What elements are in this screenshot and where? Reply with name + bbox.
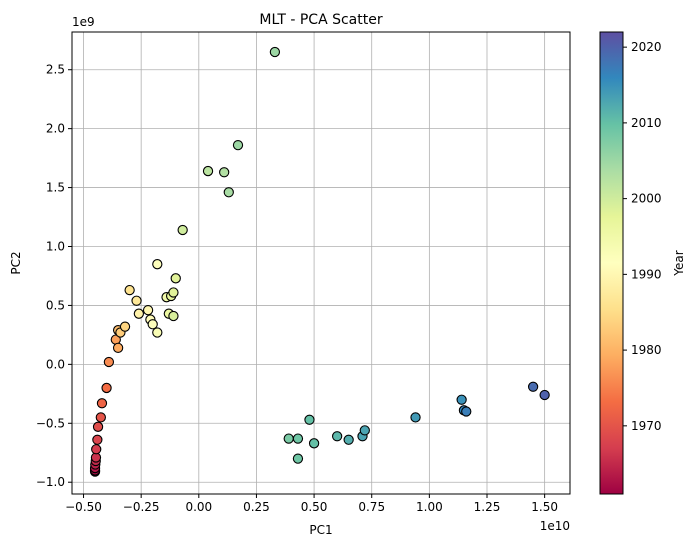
scatter-point (461, 406, 472, 417)
y-axis-offset-label: 1e9 (72, 15, 95, 29)
y-tick-label: −1.0 (36, 475, 65, 489)
scatter-point (112, 342, 124, 354)
y-tick-label: 0.0 (46, 357, 65, 371)
scatter-point (343, 434, 354, 445)
scatter-point (92, 434, 103, 445)
scatter-point (170, 273, 181, 284)
colorbar-label: Year (672, 250, 686, 276)
x-tick-label: −0.25 (123, 500, 160, 514)
colorbar-ticks: 1970 1980 1990 2000 2010 2020 (623, 40, 662, 433)
scatter-point (168, 310, 179, 322)
scatter-point (152, 259, 163, 270)
y-tick-label: 2.5 (46, 63, 65, 77)
scatter-point (331, 431, 343, 442)
scatter-point (152, 327, 163, 338)
scatter-point (359, 425, 370, 436)
x-tick-label: 0.50 (301, 500, 328, 514)
scatter-point (91, 444, 102, 455)
scatter-point (124, 284, 135, 296)
grid-lines (72, 32, 570, 494)
scatter-point (410, 412, 421, 423)
y-axis-ticks: −1.0 −0.5 0.0 0.5 1.0 1.5 2.0 2.5 (36, 63, 72, 489)
x-tick-label: −0.50 (65, 500, 102, 514)
scatter-point (103, 356, 115, 368)
y-axis-label: PC2 (9, 251, 23, 274)
scatter-point (202, 165, 214, 177)
x-tick-label: 1.25 (474, 500, 501, 514)
colorbar-tick-label: 1970 (631, 419, 662, 433)
scatter-point (131, 295, 142, 306)
x-axis-label: PC1 (309, 523, 332, 537)
scatter-point (539, 389, 550, 401)
scatter-point (308, 438, 320, 449)
x-tick-label: 0.25 (243, 500, 270, 514)
x-axis-ticks: −0.50 −0.25 0.00 0.25 0.50 0.75 1.00 1.25 1.50 (65, 494, 558, 514)
colorbar (599, 31, 624, 495)
y-tick-label: 1.0 (46, 240, 65, 254)
scatter-point (292, 433, 304, 444)
plot-frame (71, 31, 571, 495)
scatter-point (527, 381, 539, 392)
x-tick-label: 1.50 (531, 500, 558, 514)
scatter-point (177, 224, 188, 236)
plot-background (72, 32, 570, 494)
scatter-point (456, 394, 467, 405)
y-tick-label: 0.5 (46, 298, 65, 312)
scatter-point (96, 398, 108, 409)
y-tick-label: 1.5 (46, 181, 65, 195)
scatter-point (232, 139, 244, 151)
scatter-point (269, 46, 281, 58)
scatter-point (168, 287, 179, 298)
scatter-point (92, 421, 104, 432)
colorbar-tick-label: 2000 (631, 192, 662, 206)
scatter-point (223, 187, 234, 198)
scatter-point (292, 453, 304, 464)
x-tick-label: 1.00 (416, 500, 443, 514)
scatter-point (101, 382, 112, 394)
scatter-point (119, 321, 131, 332)
colorbar-tick-label: 2010 (631, 116, 662, 130)
chart-title: MLT - PCA Scatter (259, 12, 382, 28)
scatter-point (142, 304, 154, 316)
scatter-point (283, 433, 294, 444)
x-axis-offset-label: 1e10 (540, 519, 570, 533)
scatter-points (89, 46, 550, 477)
scatter-point (133, 308, 145, 319)
scatter-point (95, 412, 106, 423)
y-tick-label: −0.5 (36, 416, 65, 430)
y-tick-label: 2.0 (46, 122, 65, 136)
scatter-point (304, 414, 315, 425)
scatter-point (147, 319, 158, 330)
x-tick-label: 0.00 (185, 500, 212, 514)
colorbar-tick-label: 2020 (631, 40, 662, 54)
scatter-point (219, 167, 230, 178)
x-tick-label: 0.75 (358, 500, 385, 514)
colorbar-tick-label: 1990 (631, 267, 662, 281)
colorbar-tick-label: 1980 (631, 343, 662, 357)
